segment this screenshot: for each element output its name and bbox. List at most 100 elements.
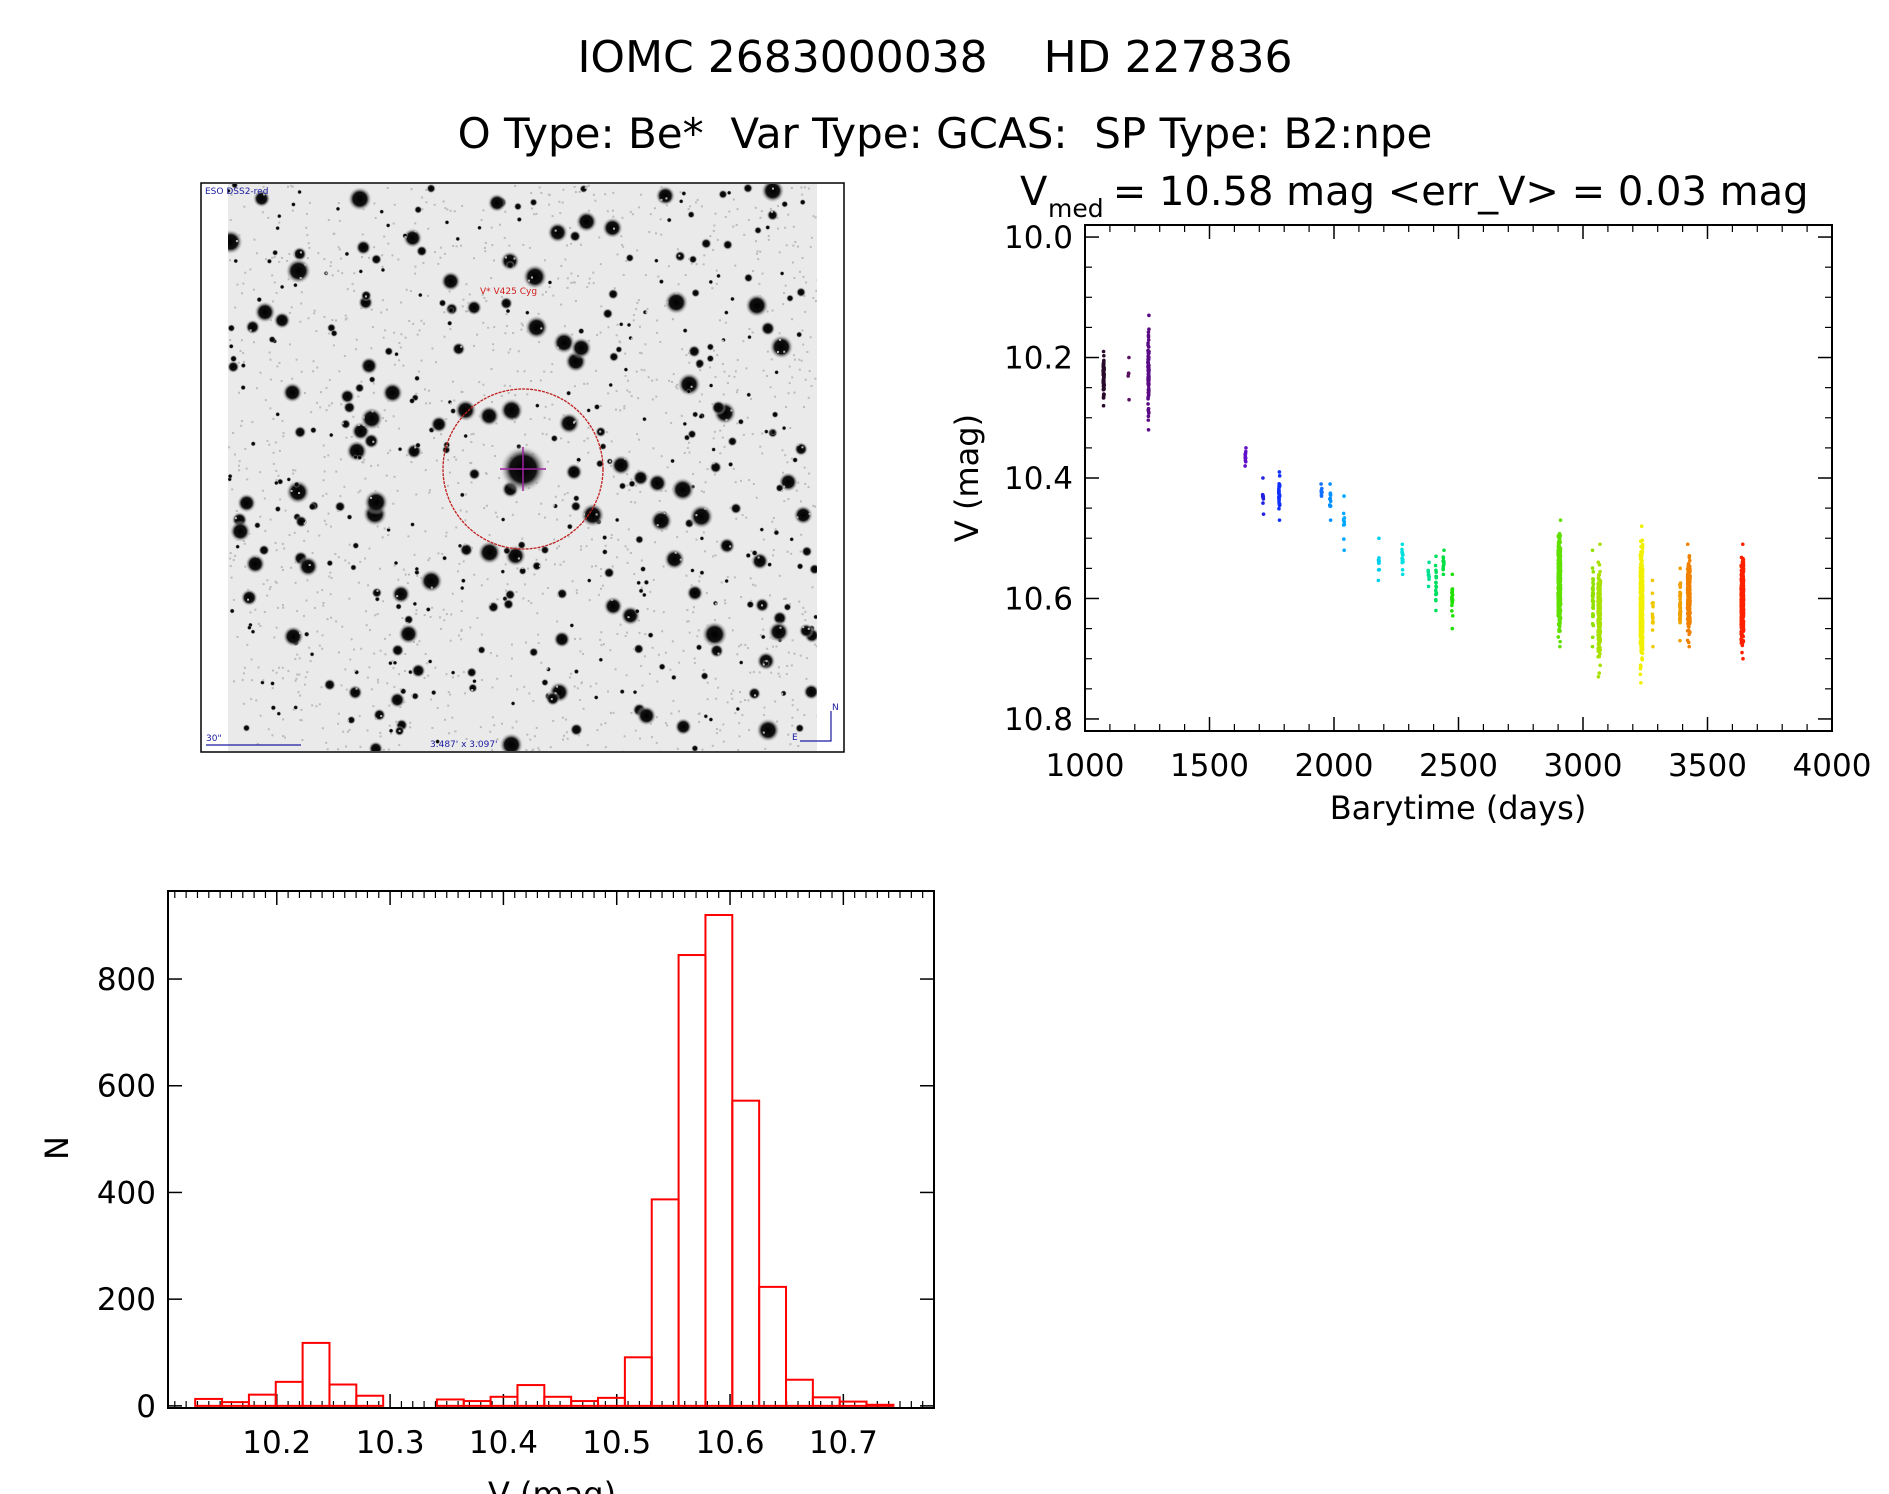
sky-noise bbox=[468, 293, 471, 296]
sky-noise bbox=[754, 206, 757, 209]
sky-noise bbox=[387, 400, 390, 403]
sky-noise bbox=[396, 595, 399, 598]
sky-noise bbox=[359, 745, 362, 748]
sky-noise bbox=[255, 387, 258, 390]
sky-noise bbox=[442, 608, 445, 611]
star bbox=[658, 278, 665, 285]
sky-noise bbox=[757, 258, 760, 261]
sky-noise bbox=[784, 597, 787, 600]
sky-noise bbox=[653, 207, 656, 210]
lc-point bbox=[1740, 619, 1745, 623]
star bbox=[766, 208, 779, 222]
sky-noise bbox=[541, 293, 544, 296]
sky-noise bbox=[424, 469, 427, 472]
sky-noise bbox=[774, 395, 777, 398]
sky-noise bbox=[530, 192, 533, 195]
star bbox=[259, 680, 265, 686]
star bbox=[691, 411, 699, 418]
sky-noise bbox=[376, 589, 379, 592]
lc-point bbox=[1739, 555, 1744, 560]
sky-noise bbox=[626, 548, 629, 551]
star bbox=[603, 596, 624, 617]
sky-noise bbox=[498, 477, 501, 480]
sky-noise bbox=[466, 310, 469, 313]
star bbox=[326, 559, 334, 567]
sky-noise bbox=[562, 734, 565, 737]
sky-noise bbox=[383, 637, 386, 640]
sky-noise bbox=[669, 668, 672, 671]
sky-noise bbox=[540, 661, 543, 664]
sky-noise bbox=[703, 550, 706, 553]
sky-noise bbox=[759, 634, 762, 637]
star bbox=[513, 202, 523, 211]
sky-noise bbox=[704, 507, 707, 510]
star bbox=[253, 300, 277, 324]
sky-noise bbox=[327, 512, 330, 515]
sky-noise bbox=[299, 251, 302, 254]
sky-noise bbox=[551, 403, 554, 406]
sky-noise bbox=[790, 187, 793, 190]
sky-noise bbox=[508, 244, 511, 247]
sky-noise bbox=[572, 421, 575, 424]
star bbox=[328, 432, 334, 438]
sky-noise bbox=[598, 236, 601, 239]
lc-point bbox=[1146, 343, 1150, 347]
sky-noise bbox=[393, 475, 396, 478]
sky-noise bbox=[362, 423, 365, 426]
sky-noise bbox=[266, 594, 269, 597]
lc-point bbox=[1557, 554, 1561, 558]
sky-noise bbox=[251, 421, 254, 424]
star bbox=[414, 442, 422, 449]
sky-noise bbox=[588, 184, 591, 187]
sky-noise bbox=[632, 313, 635, 316]
sky-noise bbox=[517, 350, 520, 353]
star bbox=[228, 343, 234, 350]
sky-noise bbox=[311, 704, 314, 707]
sky-noise bbox=[557, 485, 560, 488]
star bbox=[286, 476, 292, 482]
sky-noise bbox=[569, 514, 572, 517]
sky-noise bbox=[392, 502, 395, 505]
sky-noise bbox=[671, 640, 674, 643]
star bbox=[395, 603, 403, 611]
sky-noise bbox=[672, 699, 675, 702]
sky-noise bbox=[286, 259, 289, 262]
sky-noise bbox=[280, 566, 283, 569]
sky-noise bbox=[783, 291, 786, 294]
lc-point bbox=[1591, 577, 1595, 581]
star bbox=[242, 724, 251, 733]
sky-noise bbox=[659, 218, 662, 221]
sky-noise bbox=[410, 694, 413, 697]
sky-noise bbox=[800, 359, 803, 362]
star bbox=[340, 418, 352, 430]
sky-noise bbox=[425, 188, 428, 191]
sky-noise bbox=[282, 604, 285, 607]
lc-point bbox=[1450, 613, 1455, 618]
sky-noise bbox=[702, 531, 705, 534]
sky-noise bbox=[342, 730, 345, 733]
sky-noise bbox=[795, 489, 798, 492]
sky-noise bbox=[801, 446, 804, 449]
sky-noise bbox=[633, 573, 636, 576]
sky-noise bbox=[404, 236, 407, 239]
sky-noise bbox=[726, 382, 729, 385]
sky-noise bbox=[747, 699, 750, 702]
star bbox=[477, 645, 487, 655]
sky-noise bbox=[563, 325, 566, 328]
sky-noise bbox=[664, 651, 667, 654]
sky-noise bbox=[722, 393, 725, 396]
lc-point bbox=[1556, 586, 1561, 590]
star bbox=[691, 744, 699, 751]
sky-noise bbox=[625, 674, 628, 677]
star bbox=[575, 210, 598, 233]
sky-noise bbox=[799, 500, 802, 503]
star bbox=[487, 193, 507, 213]
sky-noise bbox=[671, 318, 674, 321]
sky-noise bbox=[783, 485, 786, 488]
star bbox=[531, 560, 542, 572]
sky-noise bbox=[619, 623, 622, 626]
sky-noise bbox=[341, 272, 344, 275]
sky-noise bbox=[256, 742, 259, 745]
lc-point bbox=[1591, 623, 1596, 628]
sky-noise bbox=[814, 300, 817, 303]
